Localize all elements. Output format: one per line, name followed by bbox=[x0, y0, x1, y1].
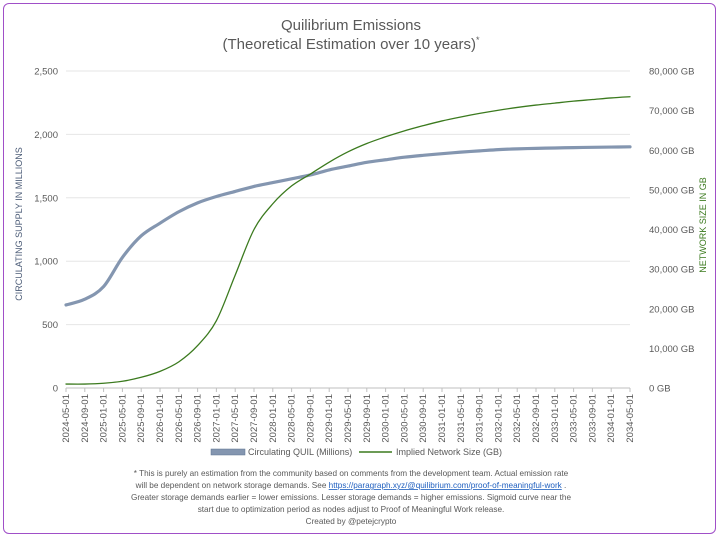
right-tick-label: 10,000 GB bbox=[649, 344, 694, 355]
legend-label-quil: Circulating QUIL (Millions) bbox=[248, 447, 352, 457]
x-tick-label: 2026-01-01 bbox=[155, 394, 166, 443]
left-tick-label: 2,500 bbox=[34, 67, 58, 78]
right-tick-label: 50,000 GB bbox=[649, 185, 694, 196]
footnote-line-2: will be dependent on network storage dem… bbox=[135, 481, 567, 490]
right-axis-ticks: 0 GB 10,000 GB 20,000 GB 30,000 GB 40,000 GB… bbox=[649, 67, 694, 395]
footnote-line-4: start due to optimization period as node… bbox=[198, 505, 505, 514]
x-tick-label: 2034-01-01 bbox=[606, 394, 617, 443]
x-tick-label: 2025-09-01 bbox=[136, 394, 147, 443]
legend-swatch-quil bbox=[210, 448, 246, 456]
right-tick-label: 0 GB bbox=[649, 384, 671, 395]
series-line-network-size bbox=[65, 96, 631, 385]
subtitle-asterisk: * bbox=[476, 35, 480, 45]
x-tick-label: 2026-09-01 bbox=[193, 394, 204, 443]
series-line-circulating-quil bbox=[64, 145, 632, 307]
x-tick-label: 2027-09-01 bbox=[249, 394, 260, 443]
x-tick-label: 2031-09-01 bbox=[475, 394, 486, 443]
x-tick-label: 2029-01-01 bbox=[324, 394, 335, 443]
left-axis-ticks: 0 500 1,000 1,500 2,000 2,500 bbox=[34, 67, 58, 395]
right-tick-label: 80,000 GB bbox=[649, 67, 694, 78]
right-axis-title: NETWORK SIZE IN GB bbox=[698, 177, 708, 273]
x-tick-label: 2028-09-01 bbox=[305, 394, 316, 443]
x-tick-label: 2031-01-01 bbox=[437, 394, 448, 443]
x-tick-label: 2032-01-01 bbox=[493, 394, 504, 443]
series-lines bbox=[64, 96, 632, 385]
chart-frame bbox=[3, 3, 716, 534]
legend-label-network: Implied Network Size (GB) bbox=[396, 447, 502, 457]
left-tick-label: 0 bbox=[53, 384, 58, 395]
left-axis-title: CIRCULATING SUPPLY IN MILLIONS bbox=[14, 147, 24, 301]
chart-subtitle: (Theoretical Estimation over 10 years)* bbox=[223, 35, 480, 53]
chart-title: Quilibrium Emissions bbox=[281, 17, 421, 34]
x-tick-label: 2033-05-01 bbox=[569, 394, 580, 443]
x-tick-label: 2033-01-01 bbox=[550, 394, 561, 443]
left-tick-label: 1,500 bbox=[34, 193, 58, 204]
x-tick-label: 2025-01-01 bbox=[99, 394, 110, 443]
x-tick-label: 2025-05-01 bbox=[117, 394, 128, 443]
right-tick-label: 20,000 GB bbox=[649, 304, 694, 315]
right-tick-label: 30,000 GB bbox=[649, 265, 694, 276]
x-tick-label: 2031-05-01 bbox=[456, 394, 467, 443]
left-tick-label: 500 bbox=[42, 320, 58, 331]
right-tick-label: 70,000 GB bbox=[649, 106, 694, 117]
x-tick-label: 2030-05-01 bbox=[399, 394, 410, 443]
x-tick-label: 2030-09-01 bbox=[418, 394, 429, 443]
x-tick-label: 2032-09-01 bbox=[531, 394, 542, 443]
x-tick-label: 2024-09-01 bbox=[80, 394, 91, 443]
x-tick-label: 2034-05-01 bbox=[625, 394, 636, 443]
footnote: * This is purely an estimation from the … bbox=[131, 469, 572, 526]
footnote-link[interactable]: https://paragraph.xyz/@quilibrium.com/pr… bbox=[329, 481, 563, 490]
footnote-line-1: * This is purely an estimation from the … bbox=[134, 469, 569, 478]
footnote-line-3: Greater storage demands earlier = lower … bbox=[131, 493, 572, 502]
legend: Circulating QUIL (Millions) Implied Netw… bbox=[210, 447, 502, 457]
footnote-credit: Created by @petejcrypto bbox=[306, 517, 397, 526]
right-tick-label: 60,000 GB bbox=[649, 146, 694, 157]
x-axis-ticks: 2024-05-01 2024-09-01 2025-01-01 2025-05-01… bbox=[61, 388, 636, 443]
x-tick-label: 2029-09-01 bbox=[362, 394, 373, 443]
x-tick-label: 2032-05-01 bbox=[512, 394, 523, 443]
left-tick-label: 2,000 bbox=[34, 130, 58, 141]
x-tick-label: 2027-01-01 bbox=[211, 394, 222, 443]
x-tick-label: 2030-01-01 bbox=[381, 394, 392, 443]
x-tick-label: 2027-05-01 bbox=[230, 394, 241, 443]
x-tick-label: 2028-05-01 bbox=[287, 394, 298, 443]
right-tick-label: 40,000 GB bbox=[649, 225, 694, 236]
x-tick-label: 2028-01-01 bbox=[268, 394, 279, 443]
x-tick-label: 2029-05-01 bbox=[343, 394, 354, 443]
left-tick-label: 1,000 bbox=[34, 257, 58, 268]
x-tick-label: 2024-05-01 bbox=[61, 394, 72, 443]
x-tick-label: 2033-09-01 bbox=[587, 394, 598, 443]
x-tick-label: 2026-05-01 bbox=[174, 394, 185, 443]
